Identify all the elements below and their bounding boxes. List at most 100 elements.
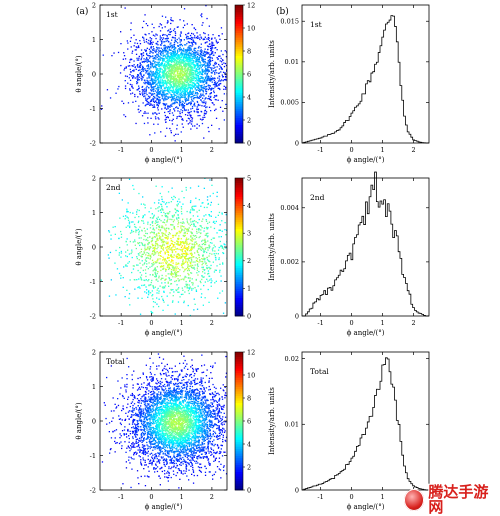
scatter-point: [125, 255, 126, 256]
scatter-point: [172, 235, 173, 236]
scatter-point: [186, 109, 187, 110]
scatter-point: [181, 56, 182, 57]
scatter-point: [173, 87, 174, 88]
scatter-point: [204, 270, 205, 271]
scatter-point: [147, 240, 148, 241]
scatter-point: [177, 83, 178, 84]
scatter-point: [123, 266, 124, 267]
scatter-point: [225, 302, 226, 303]
scatter-point: [221, 67, 222, 68]
scatter-point: [163, 265, 164, 266]
scatter-point: [172, 20, 173, 21]
scatter-point: [151, 263, 152, 264]
scatter-point: [161, 206, 162, 207]
scatter-point: [144, 228, 145, 229]
scatter-point: [160, 23, 161, 24]
scatter-point: [181, 83, 182, 84]
scatter-point: [163, 222, 164, 223]
scatter-point: [126, 266, 127, 267]
scatter-point: [157, 290, 158, 291]
scatter-point: [202, 22, 203, 23]
scatter-point: [188, 247, 189, 248]
scatter-point: [229, 93, 230, 94]
scatter-point: [197, 63, 198, 64]
scatter-point: [171, 274, 172, 275]
scatter-point: [174, 48, 175, 49]
scatter-point: [186, 76, 187, 77]
scatter-point: [174, 281, 175, 282]
scatter-point: [194, 86, 195, 87]
scatter-point: [131, 22, 132, 23]
scatter-point: [167, 54, 168, 55]
scatter-point: [156, 297, 157, 298]
scatter-point: [196, 85, 197, 86]
scatter-point: [178, 280, 179, 281]
scatter-point: [201, 73, 202, 74]
scatter-point: [215, 109, 216, 110]
scatter-point: [139, 227, 140, 228]
scatter-point: [120, 275, 121, 276]
scatter-point: [138, 270, 139, 271]
scatter-point: [217, 66, 218, 67]
scatter-point: [158, 210, 159, 211]
scatter-point: [165, 279, 166, 280]
scatter-point: [186, 88, 187, 89]
scatter-point: [173, 221, 174, 222]
scatter-point: [164, 93, 165, 94]
colorbar-segment: [235, 92, 243, 95]
scatter-point: [219, 68, 220, 69]
scatter-point: [175, 289, 176, 290]
scatter-point: [120, 231, 121, 232]
scatter-point: [191, 62, 192, 63]
scatter-point: [129, 77, 130, 78]
scatter-point: [209, 98, 210, 99]
scatter-point: [129, 293, 130, 294]
scatter-point: [245, 237, 246, 238]
colorbar-segment: [235, 226, 243, 229]
colorbar-segment: [235, 90, 243, 93]
scatter-point: [128, 217, 129, 218]
scatter-point: [175, 33, 176, 34]
scatter-point: [201, 52, 202, 53]
scatter-point: [202, 70, 203, 71]
scatter-point: [172, 216, 173, 217]
colorbar-segment: [235, 293, 243, 296]
scatter-point: [184, 39, 185, 40]
scatter-point: [189, 49, 190, 50]
scatter-point: [188, 479, 189, 480]
scatter-point: [219, 39, 220, 40]
scatter-point: [131, 221, 132, 222]
scatter-point: [156, 84, 157, 85]
colorbar-segment: [235, 65, 243, 68]
scatter-point: [165, 269, 166, 270]
scatter-point: [158, 96, 159, 97]
scatter-point: [189, 284, 190, 285]
scatter-point: [181, 238, 182, 239]
scatter-point: [158, 118, 159, 119]
colorbar-segment: [235, 115, 243, 118]
scatter-point: [224, 93, 225, 94]
scatter-point: [201, 241, 202, 242]
scatter-point: [151, 38, 152, 39]
scatter-point: [232, 89, 233, 90]
scatter-point: [131, 230, 132, 231]
colorbar-segment: [235, 118, 243, 121]
scatter-point: [171, 259, 172, 260]
scatter-point: [244, 91, 245, 92]
scatter-point: [173, 64, 174, 65]
scatter-point: [166, 58, 167, 59]
scatter-point: [168, 286, 169, 287]
scatter-point: [169, 83, 170, 84]
colorbar-segment: [235, 129, 243, 132]
scatter-point: [176, 266, 177, 267]
scatter-point: [184, 286, 185, 287]
scatter-point: [131, 250, 132, 251]
colorbar-segment: [235, 19, 243, 22]
scatter-point: [192, 39, 193, 40]
scatter-point: [200, 229, 201, 230]
scatter-point: [168, 252, 169, 253]
scatter-point: [130, 29, 131, 30]
scatter-point: [207, 247, 208, 248]
scatter-point: [143, 52, 144, 53]
scatter-point: [181, 119, 182, 120]
